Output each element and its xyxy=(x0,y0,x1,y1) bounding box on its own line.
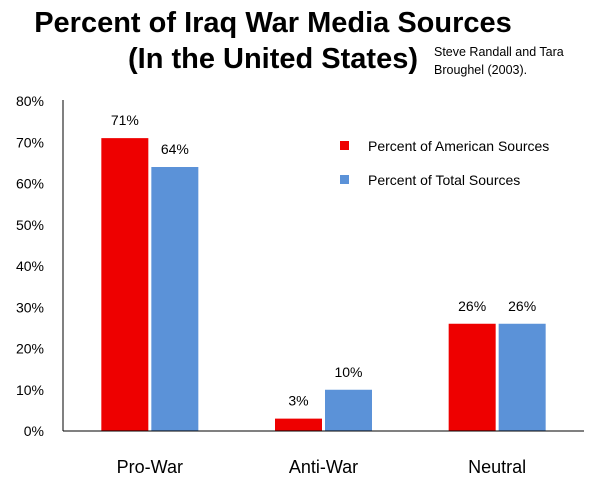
x-axis-categories: Pro-War Anti-War Neutral xyxy=(117,457,527,477)
source-citation-line2: Broughel (2003). xyxy=(434,63,527,77)
y-tick-label: 40% xyxy=(16,258,44,274)
y-axis-ticks: 0% 10% 20% 30% 40% 50% 60% 70% 80% xyxy=(16,93,44,439)
legend-label-american: Percent of American Sources xyxy=(368,138,549,154)
y-tick-label: 50% xyxy=(16,217,44,233)
data-label: 26% xyxy=(508,298,536,314)
y-tick-label: 60% xyxy=(16,176,44,192)
data-label: 64% xyxy=(161,141,189,157)
y-tick-label: 0% xyxy=(24,423,44,439)
data-label: 71% xyxy=(111,112,139,128)
bars-group xyxy=(101,138,546,431)
source-citation-line1: Steve Randall and Tara xyxy=(434,45,564,59)
data-labels-group: 71% 64% 3% 10% 26% 26% xyxy=(111,112,536,409)
bar-total-pro-war xyxy=(151,167,199,431)
data-label: 10% xyxy=(334,364,362,380)
data-label: 26% xyxy=(458,298,486,314)
data-label: 3% xyxy=(288,393,308,409)
legend-label-total: Percent of Total Sources xyxy=(368,172,520,188)
y-tick-label: 70% xyxy=(16,134,44,150)
chart-title-line2: (In the United States) xyxy=(128,43,418,75)
bar-american-neutral xyxy=(448,323,496,431)
category-label: Neutral xyxy=(468,457,526,477)
y-tick-label: 30% xyxy=(16,299,44,315)
y-tick-label: 20% xyxy=(16,341,44,357)
chart-title-line1: Percent of Iraq War Media Sources xyxy=(34,7,512,39)
y-tick-label: 80% xyxy=(16,93,44,109)
bar-american-pro-war xyxy=(101,138,149,431)
category-label: Pro-War xyxy=(117,457,183,477)
legend-swatch-total xyxy=(340,175,349,184)
legend-swatch-american xyxy=(340,141,349,150)
bar-total-anti-war xyxy=(325,389,372,431)
bar-american-anti-war xyxy=(275,418,322,431)
legend: Percent of American Sources Percent of T… xyxy=(340,138,549,188)
y-tick-label: 10% xyxy=(16,382,44,398)
bar-total-neutral xyxy=(498,323,546,431)
category-label: Anti-War xyxy=(289,457,358,477)
